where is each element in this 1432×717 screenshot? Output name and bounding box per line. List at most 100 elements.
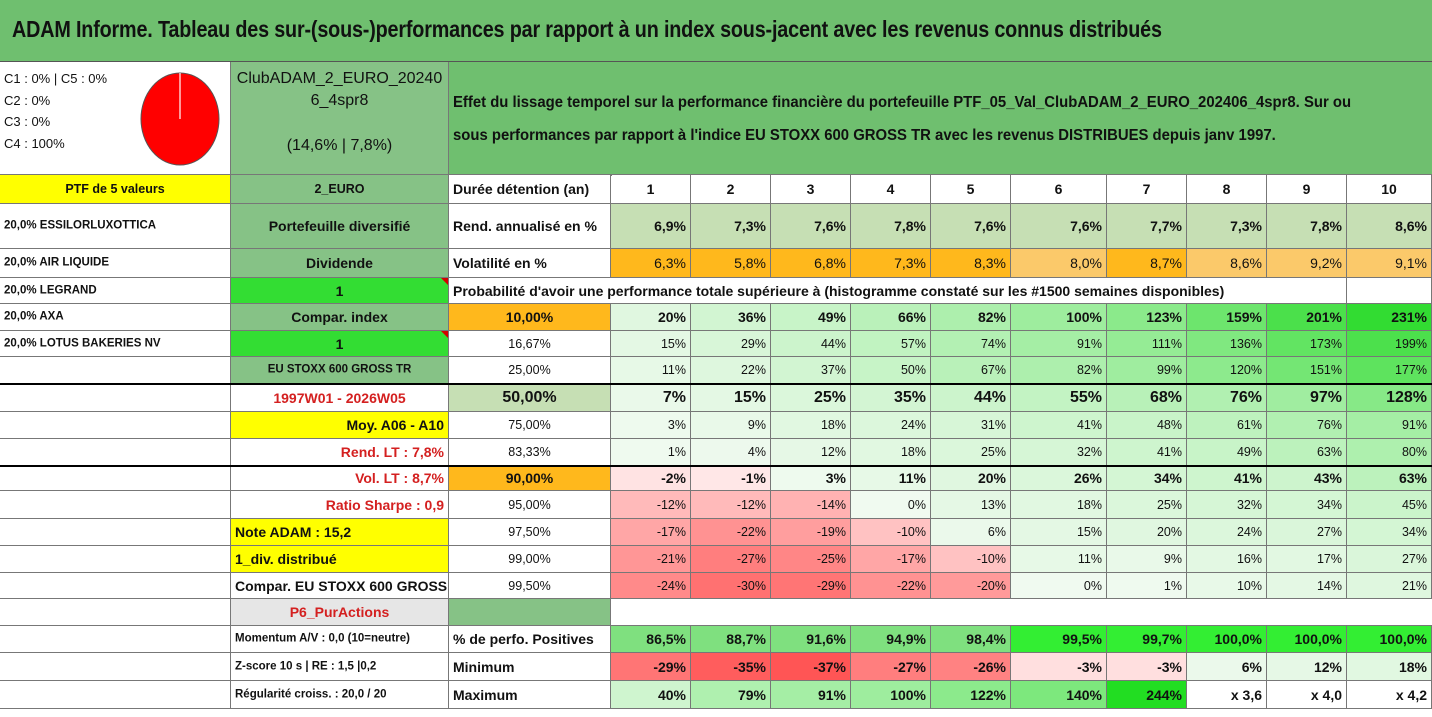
positive-value[interactable]: 94,9% (851, 626, 931, 653)
probability-value[interactable]: 34% (1347, 519, 1432, 546)
probability-value[interactable]: 82% (1011, 357, 1107, 384)
probability-value[interactable]: 199% (1347, 331, 1432, 357)
pie-chart-cell[interactable]: C1 : 0% | C5 : 0% C2 : 0% C3 : 0% C4 : 100% (0, 62, 231, 175)
probability-value[interactable]: 63% (1267, 439, 1347, 466)
probability-value[interactable]: 7% (611, 384, 691, 412)
maximum-value[interactable]: 100% (851, 681, 931, 709)
duration-year[interactable]: 8 (1187, 175, 1267, 204)
probability-value[interactable]: 37% (771, 357, 851, 384)
probability-value[interactable]: 25% (771, 384, 851, 412)
probability-value[interactable]: 11% (1011, 546, 1107, 573)
probability-value[interactable]: 173% (1267, 331, 1347, 357)
probability-threshold[interactable]: 25,00% (449, 357, 611, 384)
duration-year[interactable]: 4 (851, 175, 931, 204)
maximum-value[interactable]: 244% (1107, 681, 1187, 709)
info-cell[interactable]: Ratio Sharpe : 0,9 (231, 491, 449, 519)
probability-value[interactable]: -30% (691, 573, 771, 599)
info-cell[interactable]: P6_PurActions (231, 599, 449, 626)
info-cell[interactable]: 1997W01 - 2026W05 (231, 384, 449, 412)
probability-value[interactable]: -20% (931, 573, 1011, 599)
empty-cell[interactable] (0, 412, 231, 439)
rend-value[interactable]: 7,8% (851, 204, 931, 249)
probability-value[interactable]: 18% (1011, 491, 1107, 519)
minimum-value[interactable]: -3% (1107, 653, 1187, 681)
minimum-label[interactable]: Minimum (449, 653, 611, 681)
probability-value[interactable]: 57% (851, 331, 931, 357)
probability-value[interactable]: 76% (1187, 384, 1267, 412)
info-cell[interactable]: Portefeuille diversifié (231, 204, 449, 249)
probability-value[interactable]: 76% (1267, 412, 1347, 439)
duration-year[interactable]: 2 (691, 175, 771, 204)
probability-value[interactable]: 123% (1107, 304, 1187, 331)
probability-value[interactable]: 43% (1267, 466, 1347, 491)
holding-item[interactable]: 20,0% AIR LIQUIDE (0, 249, 231, 278)
probability-value[interactable]: 80% (1347, 439, 1432, 466)
probability-value[interactable]: 41% (1187, 466, 1267, 491)
duration-year[interactable]: 5 (931, 175, 1011, 204)
probability-threshold[interactable]: 16,67% (449, 331, 611, 357)
probability-value[interactable]: 61% (1187, 412, 1267, 439)
rend-value[interactable]: 7,6% (931, 204, 1011, 249)
holdings-header[interactable]: PTF de 5 valeurs (0, 175, 231, 204)
probability-value[interactable]: -10% (851, 519, 931, 546)
maximum-value[interactable]: 122% (931, 681, 1011, 709)
maximum-label[interactable]: Maximum (449, 681, 611, 709)
info-cell[interactable]: Moy. A06 - A10 (231, 412, 449, 439)
maximum-value[interactable]: 40% (611, 681, 691, 709)
vol-value[interactable]: 9,2% (1267, 249, 1347, 278)
minimum-value[interactable]: -27% (851, 653, 931, 681)
vol-value[interactable]: 8,0% (1011, 249, 1107, 278)
probability-value[interactable]: -29% (771, 573, 851, 599)
holding-item[interactable]: 20,0% ESSILORLUXOTTICA (0, 204, 231, 249)
probability-value[interactable]: -1% (691, 466, 771, 491)
info-cell[interactable]: 1 (231, 278, 449, 304)
probability-value[interactable]: 20% (611, 304, 691, 331)
duration-year[interactable]: 1 (611, 175, 691, 204)
probability-value[interactable]: 9% (1107, 546, 1187, 573)
probability-value[interactable]: 15% (611, 331, 691, 357)
duration-year[interactable]: 9 (1267, 175, 1347, 204)
duration-year[interactable]: 7 (1107, 175, 1187, 204)
probability-value[interactable]: 49% (771, 304, 851, 331)
positive-value[interactable]: 99,5% (1011, 626, 1107, 653)
rend-value[interactable]: 7,3% (691, 204, 771, 249)
probability-value[interactable]: 177% (1347, 357, 1432, 384)
empty-cell[interactable] (0, 466, 231, 491)
probability-value[interactable]: 99% (1107, 357, 1187, 384)
probability-value[interactable]: 45% (1347, 491, 1432, 519)
probability-value[interactable]: -22% (851, 573, 931, 599)
probability-value[interactable]: 111% (1107, 331, 1187, 357)
rend-value[interactable]: 7,7% (1107, 204, 1187, 249)
info-cell[interactable]: Dividende (231, 249, 449, 278)
empty-cell[interactable] (0, 439, 231, 466)
probability-value[interactable]: 17% (1267, 546, 1347, 573)
probability-value[interactable]: 67% (931, 357, 1011, 384)
probability-value[interactable]: -12% (611, 491, 691, 519)
probability-value[interactable]: 15% (1011, 519, 1107, 546)
probability-threshold[interactable]: 99,50% (449, 573, 611, 599)
vol-value[interactable]: 7,3% (851, 249, 931, 278)
info-cell[interactable]: Momentum A/V : 0,0 (10=neutre) (231, 626, 449, 653)
probability-value[interactable]: 3% (771, 466, 851, 491)
empty-cell[interactable] (0, 599, 231, 626)
probability-value[interactable]: 9% (691, 412, 771, 439)
duration-header-label[interactable]: Durée détention (an) (449, 175, 611, 204)
positive-value[interactable]: 100,0% (1267, 626, 1347, 653)
positive-value[interactable]: 99,7% (1107, 626, 1187, 653)
minimum-value[interactable]: -3% (1011, 653, 1107, 681)
probability-value[interactable]: 0% (851, 491, 931, 519)
probability-value[interactable]: 50% (851, 357, 931, 384)
probability-value[interactable]: 21% (1347, 573, 1432, 599)
probability-value[interactable]: 27% (1267, 519, 1347, 546)
probability-value[interactable]: 74% (931, 331, 1011, 357)
maximum-value[interactable]: 91% (771, 681, 851, 709)
probability-value[interactable]: 20% (931, 466, 1011, 491)
empty-cell[interactable] (0, 573, 231, 599)
probability-value[interactable]: -19% (771, 519, 851, 546)
probability-value[interactable]: 44% (771, 331, 851, 357)
probability-value[interactable]: -21% (611, 546, 691, 573)
probability-value[interactable]: 29% (691, 331, 771, 357)
vol-value[interactable]: 8,6% (1187, 249, 1267, 278)
minimum-value[interactable]: 12% (1267, 653, 1347, 681)
rend-value[interactable]: 7,6% (1011, 204, 1107, 249)
